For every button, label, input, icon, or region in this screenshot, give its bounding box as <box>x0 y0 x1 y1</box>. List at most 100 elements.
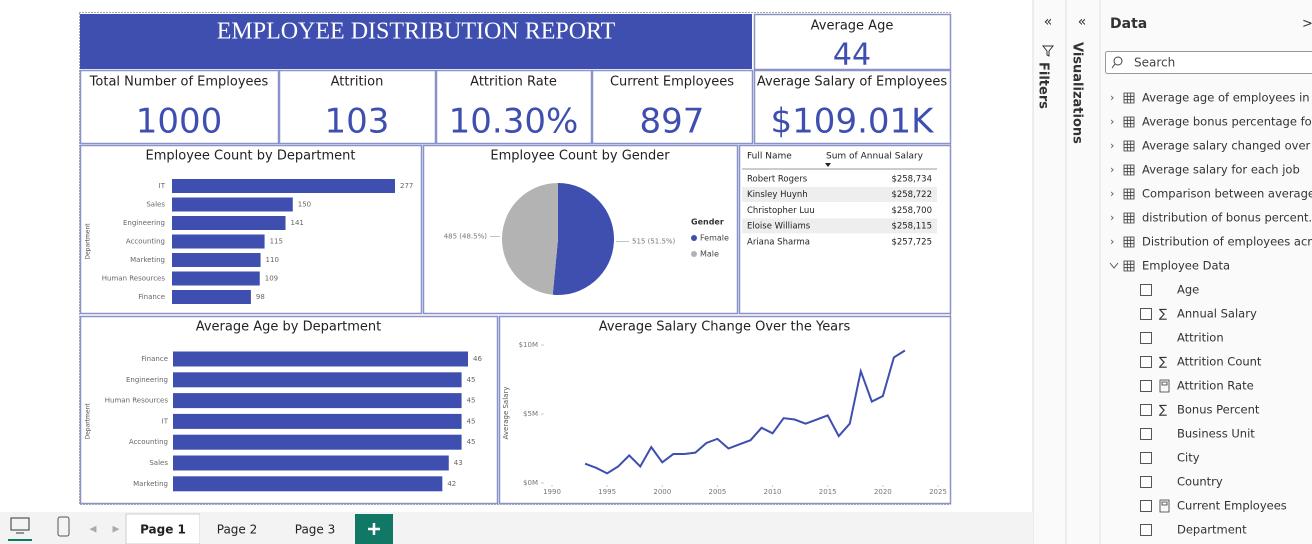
bar <box>172 290 251 304</box>
page-tab-label[interactable]: Page 1 <box>140 523 186 537</box>
page-tab[interactable] <box>200 514 274 544</box>
expand-chevron[interactable]: › <box>1110 139 1114 152</box>
kpi-label: Average Age <box>811 19 894 34</box>
data-table-item[interactable]: Average bonus percentage fo... <box>1142 115 1312 129</box>
bar <box>172 179 395 193</box>
page-tab-label[interactable]: Page 2 <box>217 523 258 537</box>
y-axis-label: Department <box>85 223 92 260</box>
table-cell: $258,700 <box>891 206 932 216</box>
kpi-value: 44 <box>833 38 871 73</box>
kpi-value: 897 <box>640 102 705 142</box>
data-field[interactable]: Business Unit <box>1177 427 1255 441</box>
category-label: Marketing <box>133 480 168 488</box>
expand-chevron[interactable]: › <box>1110 91 1114 104</box>
expand-chevron[interactable]: › <box>1110 211 1114 224</box>
filters-pane-label[interactable]: Filters <box>1036 62 1051 109</box>
data-table-item[interactable]: Distribution of employees acr... <box>1142 235 1312 249</box>
search-box[interactable] <box>1105 51 1312 74</box>
y-axis-label: Department <box>85 403 92 440</box>
expand-chevron[interactable]: › <box>1110 163 1114 176</box>
x-tick-label: 1995 <box>598 488 616 496</box>
expand-chevron[interactable]: › <box>1110 235 1114 248</box>
y-tick-label: $10M <box>519 341 538 349</box>
data-label: 110 <box>266 256 279 264</box>
next-page[interactable]: ▶ <box>113 525 120 535</box>
page-tab-label[interactable]: Page 3 <box>295 523 336 537</box>
field-checkbox[interactable] <box>1140 524 1152 536</box>
data-label: 43 <box>454 459 463 467</box>
collapse-icon[interactable]: « <box>1078 14 1087 30</box>
data-field[interactable]: Age <box>1177 283 1199 297</box>
data-table-item[interactable]: Comparison between average... <box>1142 187 1312 201</box>
data-table-item[interactable]: Average salary changed over t... <box>1142 139 1312 153</box>
bar <box>173 476 443 492</box>
data-label: 109 <box>265 275 278 283</box>
row-shading <box>742 187 937 202</box>
category-label: Finance <box>138 293 165 301</box>
category-label: Accounting <box>129 438 168 446</box>
expand-chevron[interactable]: › <box>1110 115 1114 128</box>
visual-frame <box>422 144 739 315</box>
prev-page[interactable]: ◀ <box>90 525 97 535</box>
collapse-chevron <box>1109 262 1119 269</box>
calc-icon <box>1159 499 1170 513</box>
data-field[interactable]: City <box>1177 451 1200 465</box>
field-checkbox[interactable] <box>1140 428 1152 440</box>
y-axis-label: Average Salary <box>502 387 510 440</box>
field-checkbox[interactable] <box>1140 452 1152 464</box>
category-label: Sales <box>146 201 165 209</box>
chart-title: Employee Count by Department <box>146 149 356 164</box>
field-checkbox[interactable] <box>1140 308 1152 320</box>
field-checkbox[interactable] <box>1140 332 1152 344</box>
chart-title: Average Age by Department <box>196 320 382 335</box>
expand-chevron[interactable]: › <box>1110 187 1114 200</box>
visual-frame <box>738 144 952 315</box>
bar <box>173 434 462 450</box>
report-title: EMPLOYEE DISTRIBUTION REPORT <box>217 19 616 45</box>
data-label: 45 <box>467 438 476 446</box>
field-checkbox[interactable] <box>1140 356 1152 368</box>
category-label: Human Resources <box>102 275 166 283</box>
data-field[interactable]: Attrition <box>1177 331 1224 345</box>
kpi-label: Attrition Rate <box>470 75 557 90</box>
kpi-label: Average Salary of Employees <box>757 75 948 90</box>
field-checkbox[interactable] <box>1140 284 1152 296</box>
page-tab[interactable] <box>278 514 352 544</box>
data-label: 42 <box>447 480 456 488</box>
data-table-item[interactable]: Average age of employees in ... <box>1142 91 1312 105</box>
data-table-item[interactable]: Average salary for each job <box>1142 163 1300 177</box>
data-label: 46 <box>473 355 482 363</box>
data-table-item[interactable]: Employee Data <box>1142 259 1230 273</box>
kpi-label: Attrition <box>331 75 384 90</box>
data-field[interactable]: Department <box>1177 523 1247 537</box>
visualizations-pane-label[interactable]: Visualizations <box>1070 42 1085 144</box>
table-cell: $258,734 <box>891 175 932 185</box>
data-field[interactable]: Country <box>1177 475 1223 489</box>
data-table-item[interactable]: distribution of bonus percent... <box>1142 211 1312 225</box>
data-field[interactable]: Annual Salary <box>1177 307 1257 321</box>
pane-area <box>1033 0 1312 544</box>
data-field[interactable]: Attrition Rate <box>1177 379 1254 393</box>
field-checkbox[interactable] <box>1140 476 1152 488</box>
bar <box>173 455 449 471</box>
mobile-view-icon[interactable] <box>57 516 70 537</box>
category-label: Engineering <box>126 376 168 384</box>
desktop-view-icon[interactable] <box>10 517 30 531</box>
field-checkbox[interactable] <box>1140 380 1152 392</box>
close-icon[interactable]: > <box>1302 17 1312 32</box>
x-tick-label: 2015 <box>819 488 837 496</box>
table-icon <box>1123 116 1135 128</box>
field-checkbox[interactable] <box>1140 404 1152 416</box>
bar <box>173 413 462 429</box>
bar <box>172 216 286 230</box>
data-field[interactable]: Bonus Percent <box>1177 403 1260 417</box>
table-header[interactable]: Sum of Annual Salary <box>826 152 924 162</box>
x-tick-label: 1990 <box>543 488 561 496</box>
legend-label: Female <box>700 234 729 243</box>
kpi-label: Total Number of Employees <box>89 75 269 90</box>
field-checkbox[interactable] <box>1140 500 1152 512</box>
data-field[interactable]: Attrition Count <box>1177 355 1262 369</box>
data-field[interactable]: Current Employees <box>1177 499 1287 513</box>
pie-slice <box>502 183 558 295</box>
collapse-icon[interactable]: « <box>1044 14 1053 30</box>
